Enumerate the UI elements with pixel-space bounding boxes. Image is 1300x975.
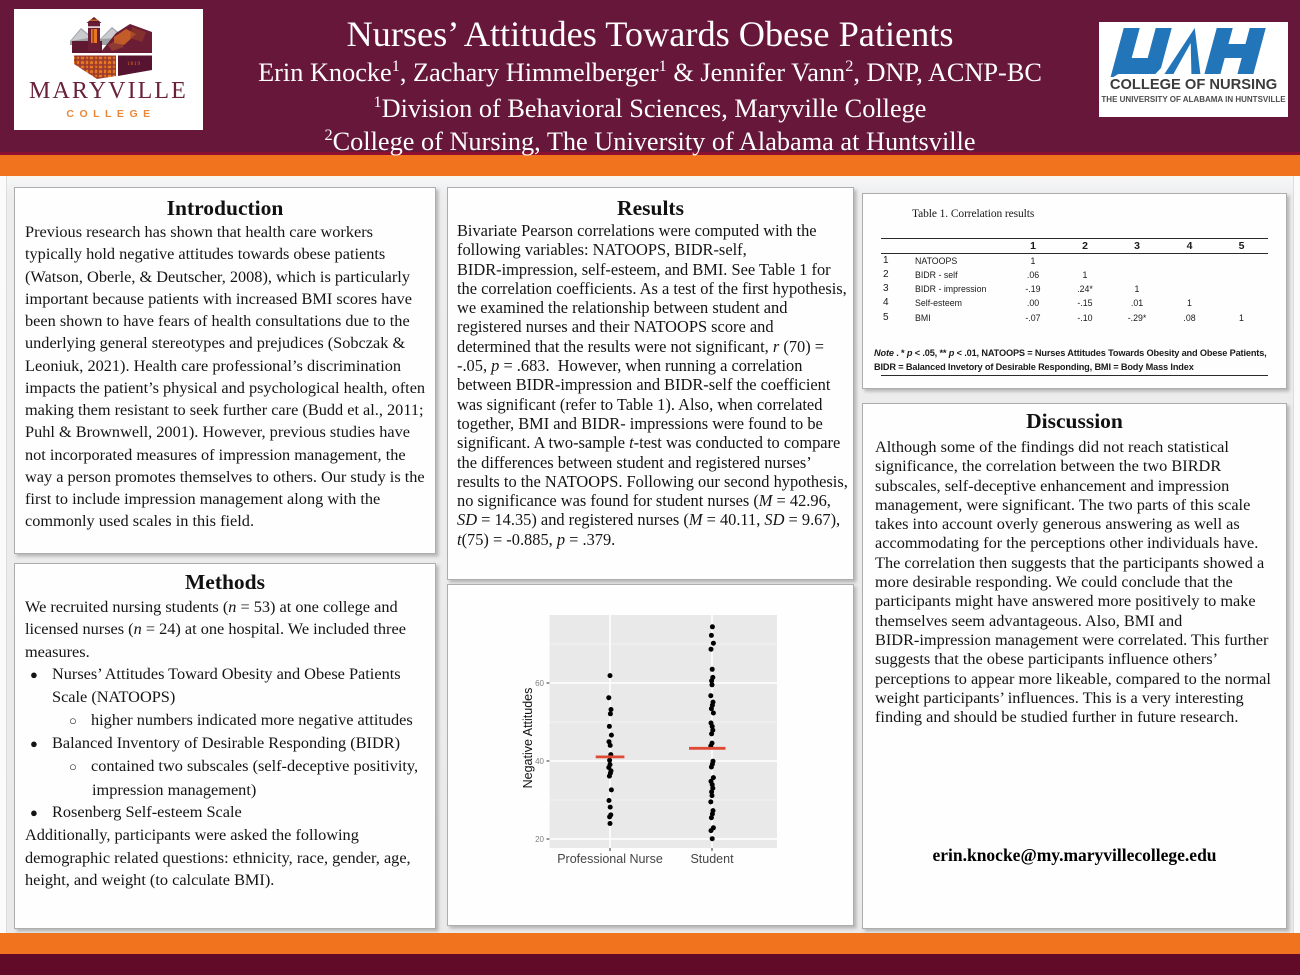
svg-text:20: 20 bbox=[535, 835, 544, 844]
svg-text:60: 60 bbox=[535, 679, 544, 688]
svg-text:1819: 1819 bbox=[127, 62, 141, 67]
svg-text:40: 40 bbox=[535, 757, 544, 766]
svg-text:Student: Student bbox=[690, 852, 734, 866]
svg-text:Professional Nurse: Professional Nurse bbox=[557, 852, 663, 866]
svg-text:Negative Attitudes: Negative Attitudes bbox=[521, 688, 535, 789]
